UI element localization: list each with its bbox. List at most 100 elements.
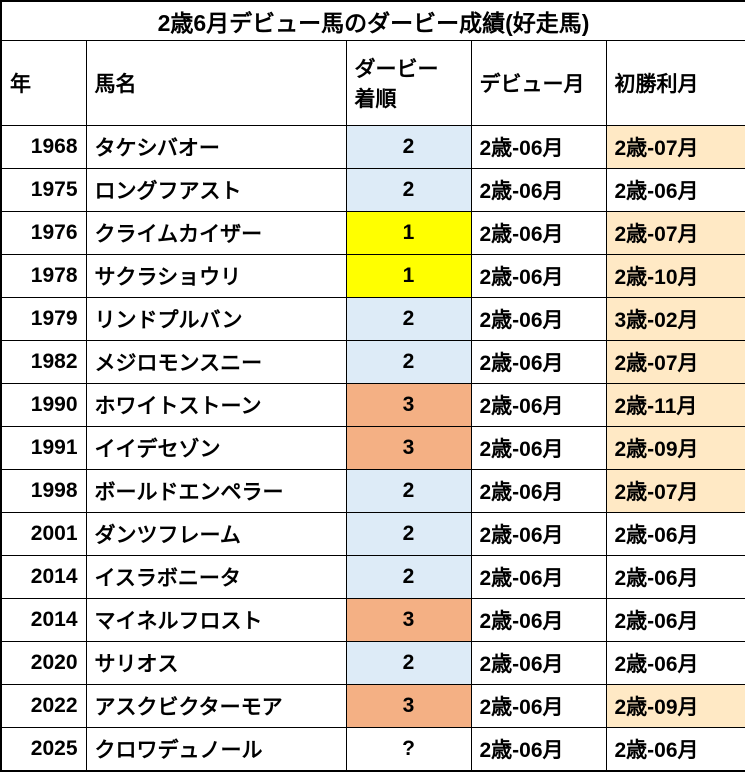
horse-name-cell: リンドプルバン bbox=[85, 297, 347, 341]
title-row: 2歳6月デビュー馬のダービー成績(好走馬) bbox=[0, 0, 745, 41]
first-win-month-cell: 2歳-07月 bbox=[605, 469, 745, 513]
table-title: 2歳6月デビュー馬のダービー成績(好走馬) bbox=[0, 0, 745, 41]
table-row: 1978 サクラショウリ 1 2歳-06月 2歳-10月 bbox=[0, 254, 745, 298]
header-horse-name: 馬名 bbox=[85, 40, 347, 126]
year-cell: 1968 bbox=[0, 125, 87, 169]
derby-finish-cell: 3 bbox=[345, 383, 472, 427]
table-row: 1998 ボールドエンペラー 2 2歳-06月 2歳-07月 bbox=[0, 469, 745, 513]
derby-finish-cell: 2 bbox=[345, 469, 472, 513]
first-win-month-cell: 2歳-06月 bbox=[605, 727, 745, 771]
debut-month-cell: 2歳-06月 bbox=[470, 383, 607, 427]
horse-name-cell: クライムカイザー bbox=[85, 211, 347, 255]
horse-name-cell: ロングフアスト bbox=[85, 168, 347, 212]
first-win-month-cell: 2歳-09月 bbox=[605, 684, 745, 728]
first-win-month-cell: 2歳-06月 bbox=[605, 598, 745, 642]
table-row: 2022 アスクビクターモア 3 2歳-06月 2歳-09月 bbox=[0, 684, 745, 728]
table-body: 1968 タケシバオー 2 2歳-06月 2歳-07月 1975 ロングフアスト 2 2歳-06… bbox=[0, 125, 745, 771]
horse-name-cell: マイネルフロスト bbox=[85, 598, 347, 642]
table-row: 2020 サリオス 2 2歳-06月 2歳-06月 bbox=[0, 641, 745, 685]
year-cell: 2025 bbox=[0, 727, 87, 771]
derby-finish-cell: 3 bbox=[345, 684, 472, 728]
header-year: 年 bbox=[0, 40, 87, 126]
year-cell: 1982 bbox=[0, 340, 87, 384]
debut-month-cell: 2歳-06月 bbox=[470, 125, 607, 169]
table-row: 1982 メジロモンスニー 2 2歳-06月 2歳-07月 bbox=[0, 340, 745, 384]
first-win-month-cell: 2歳-06月 bbox=[605, 555, 745, 599]
derby-finish-cell: 2 bbox=[345, 555, 472, 599]
year-cell: 2020 bbox=[0, 641, 87, 685]
derby-finish-cell: 2 bbox=[345, 641, 472, 685]
year-cell: 1978 bbox=[0, 254, 87, 298]
table-row: 2001 ダンツフレーム 2 2歳-06月 2歳-06月 bbox=[0, 512, 745, 556]
debut-month-cell: 2歳-06月 bbox=[470, 727, 607, 771]
first-win-month-cell: 2歳-07月 bbox=[605, 125, 745, 169]
table-row: 2025 クロワデュノール? 2歳-06月 2歳-06月 bbox=[0, 727, 745, 771]
horse-name-cell: タケシバオー bbox=[85, 125, 347, 169]
first-win-month-cell: 2歳-06月 bbox=[605, 512, 745, 556]
derby-finish-cell: 2 bbox=[345, 512, 472, 556]
year-cell: 1998 bbox=[0, 469, 87, 513]
year-cell: 1979 bbox=[0, 297, 87, 341]
first-win-month-cell: 2歳-11月 bbox=[605, 383, 745, 427]
debut-month-cell: 2歳-06月 bbox=[470, 555, 607, 599]
table-row: 1990 ホワイトストーン 3 2歳-06月 2歳-11月 bbox=[0, 383, 745, 427]
debut-month-cell: 2歳-06月 bbox=[470, 426, 607, 470]
debut-month-cell: 2歳-06月 bbox=[470, 340, 607, 384]
header-first-win-month: 初勝利月 bbox=[605, 40, 745, 126]
horse-name-cell: ホワイトストーン bbox=[85, 383, 347, 427]
table-row: 1968 タケシバオー 2 2歳-06月 2歳-07月 bbox=[0, 125, 745, 169]
year-cell: 2014 bbox=[0, 555, 87, 599]
horse-name-cell: ダンツフレーム bbox=[85, 512, 347, 556]
derby-finish-cell: 2 bbox=[345, 125, 472, 169]
first-win-month-cell: 2歳-06月 bbox=[605, 641, 745, 685]
year-cell: 1976 bbox=[0, 211, 87, 255]
first-win-month-cell: 3歳-02月 bbox=[605, 297, 745, 341]
debut-month-cell: 2歳-06月 bbox=[470, 211, 607, 255]
header-row: 年 馬名 ダービー 着順 デビュー月 初勝利月 bbox=[0, 40, 745, 126]
horse-name-cell: サクラショウリ bbox=[85, 254, 347, 298]
year-cell: 2001 bbox=[0, 512, 87, 556]
derby-finish-cell: 3 bbox=[345, 426, 472, 470]
year-cell: 1991 bbox=[0, 426, 87, 470]
horse-name-cell: サリオス bbox=[85, 641, 347, 685]
debut-month-cell: 2歳-06月 bbox=[470, 469, 607, 513]
table-row: 1976 クライムカイザー 1 2歳-06月 2歳-07月 bbox=[0, 211, 745, 255]
first-win-month-cell: 2歳-07月 bbox=[605, 340, 745, 384]
horse-name-cell: イスラボニータ bbox=[85, 555, 347, 599]
horse-name-cell: ボールドエンペラー bbox=[85, 469, 347, 513]
debut-month-cell: 2歳-06月 bbox=[470, 598, 607, 642]
derby-finish-cell: 1 bbox=[345, 254, 472, 298]
derby-finish-cell: 2 bbox=[345, 297, 472, 341]
table-row: 1991 イイデセゾン 3 2歳-06月 2歳-09月 bbox=[0, 426, 745, 470]
year-cell: 1990 bbox=[0, 383, 87, 427]
horse-name-cell: メジロモンスニー bbox=[85, 340, 347, 384]
derby-finish-cell: 2 bbox=[345, 340, 472, 384]
table-row: 2014 マイネルフロスト 3 2歳-06月 2歳-06月 bbox=[0, 598, 745, 642]
derby-finish-cell: ? bbox=[345, 727, 472, 771]
debut-month-cell: 2歳-06月 bbox=[470, 297, 607, 341]
first-win-month-cell: 2歳-10月 bbox=[605, 254, 745, 298]
header-debut-month: デビュー月 bbox=[470, 40, 607, 126]
table-row: 1975 ロングフアスト 2 2歳-06月 2歳-06月 bbox=[0, 168, 745, 212]
horse-name-cell: アスクビクターモア bbox=[85, 684, 347, 728]
first-win-month-cell: 2歳-07月 bbox=[605, 211, 745, 255]
table-row: 2014 イスラボニータ 2 2歳-06月 2歳-06月 bbox=[0, 555, 745, 599]
debut-month-cell: 2歳-06月 bbox=[470, 684, 607, 728]
derby-finish-cell: 2 bbox=[345, 168, 472, 212]
first-win-month-cell: 2歳-06月 bbox=[605, 168, 745, 212]
year-cell: 2014 bbox=[0, 598, 87, 642]
debut-month-cell: 2歳-06月 bbox=[470, 254, 607, 298]
year-cell: 2022 bbox=[0, 684, 87, 728]
first-win-month-cell: 2歳-09月 bbox=[605, 426, 745, 470]
table-head: 2歳6月デビュー馬のダービー成績(好走馬) 年 馬名 ダービー 着順 デビュー月… bbox=[0, 0, 745, 126]
debut-month-cell: 2歳-06月 bbox=[470, 641, 607, 685]
debut-month-cell: 2歳-06月 bbox=[470, 512, 607, 556]
debut-month-cell: 2歳-06月 bbox=[470, 168, 607, 212]
derby-finish-cell: 1 bbox=[345, 211, 472, 255]
year-cell: 1975 bbox=[0, 168, 87, 212]
table-row: 1979 リンドプルバン 2 2歳-06月 3歳-02月 bbox=[0, 297, 745, 341]
horse-name-cell: イイデセゾン bbox=[85, 426, 347, 470]
derby-finish-cell: 3 bbox=[345, 598, 472, 642]
header-derby-finish: ダービー 着順 bbox=[345, 40, 472, 126]
